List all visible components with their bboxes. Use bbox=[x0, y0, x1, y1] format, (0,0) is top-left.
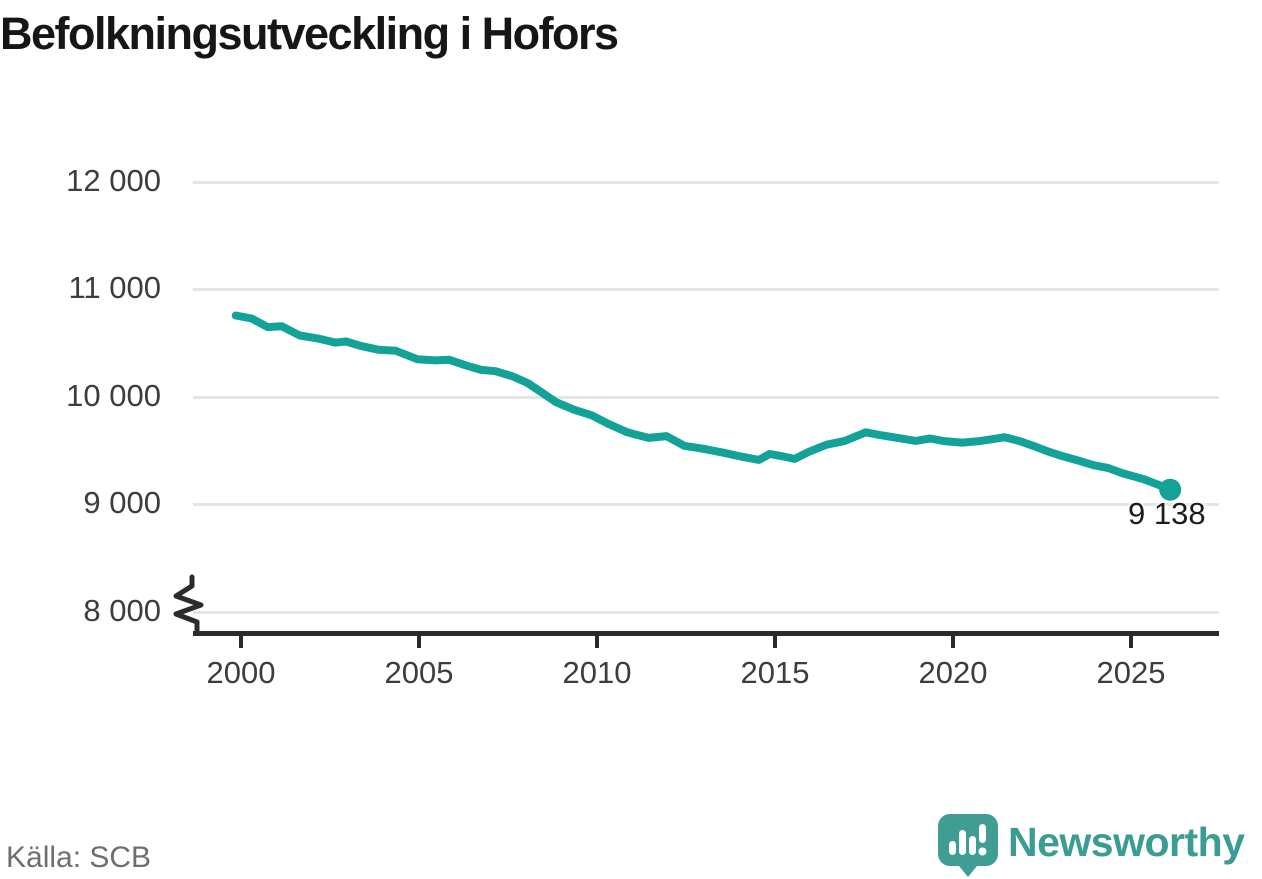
x-axis-line bbox=[193, 631, 1219, 636]
source-credit: Källa: SCB bbox=[6, 841, 152, 874]
y-tick-label: 8 000 bbox=[83, 593, 161, 628]
chart-title: Befolkningsutveckling i Hofors bbox=[0, 8, 619, 59]
gridline-8000 bbox=[193, 611, 1219, 614]
x-tick-mark bbox=[239, 635, 243, 648]
y-axis-break-icon bbox=[173, 574, 204, 636]
gridline-10000 bbox=[193, 396, 1219, 399]
x-tick-mark bbox=[417, 635, 421, 648]
gridline-11000 bbox=[193, 288, 1219, 291]
y-tick-label: 9 000 bbox=[83, 485, 161, 520]
x-tick-label: 2010 bbox=[562, 655, 632, 690]
x-tick-label: 2000 bbox=[206, 655, 276, 690]
x-tick-label: 2020 bbox=[918, 655, 988, 690]
x-tick-mark bbox=[951, 635, 955, 648]
gridline-9000 bbox=[193, 503, 1219, 506]
x-tick-label: 2005 bbox=[384, 655, 454, 690]
newsworthy-wordmark: Newsworthy bbox=[1008, 819, 1245, 865]
newsworthy-speech-bubble-icon bbox=[938, 814, 998, 877]
x-tick-label: 2025 bbox=[1096, 655, 1166, 690]
x-tick-mark bbox=[773, 635, 777, 648]
newsworthy-logo: Newsworthy bbox=[936, 812, 1245, 878]
x-tick-mark bbox=[1129, 635, 1133, 648]
population-series-line bbox=[231, 311, 1175, 494]
y-tick-label: 10 000 bbox=[66, 378, 161, 413]
gridline-12000 bbox=[193, 181, 1219, 184]
x-tick-label: 2015 bbox=[740, 655, 810, 690]
x-tick-mark bbox=[595, 635, 599, 648]
y-tick-label: 12 000 bbox=[66, 163, 161, 198]
latest-value-label: 9 138 bbox=[1128, 496, 1206, 531]
y-tick-label: 11 000 bbox=[68, 270, 161, 305]
latest-value-dot bbox=[1159, 478, 1182, 501]
